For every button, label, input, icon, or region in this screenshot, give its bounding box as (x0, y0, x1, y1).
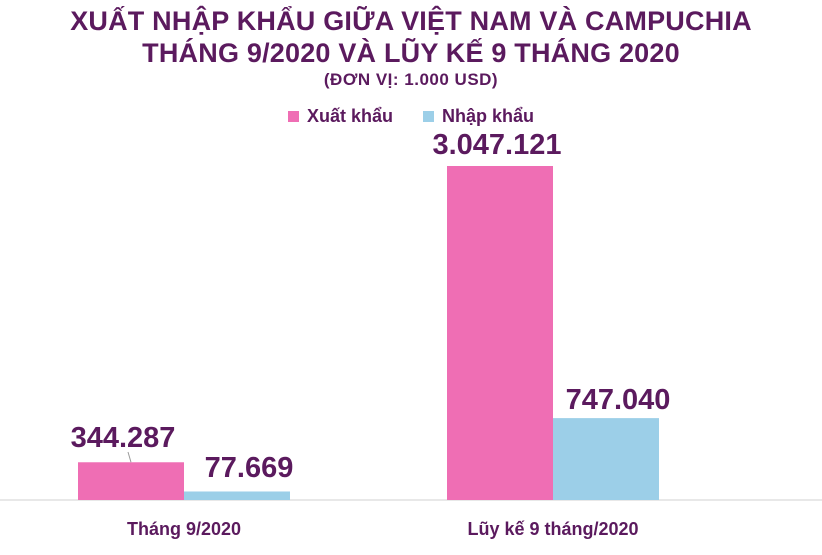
legend-swatch-export (287, 111, 299, 122)
bar-import-1 (553, 418, 659, 500)
leader-line (127, 451, 132, 463)
category-label-0: Tháng 9/2020 (127, 519, 241, 539)
legend-label-import: Nhập khẩu (442, 106, 535, 126)
data-label-import-1: 747.040 (566, 384, 671, 416)
legend-item-export: Xuất khẩu (287, 106, 393, 127)
data-label-export-0: 344.287 (71, 422, 176, 454)
bar-export-0 (78, 462, 184, 500)
legend-label-export: Xuất khẩu (306, 106, 393, 126)
chart-title: XUẤT NHẬP KHẨU GIỮA VIỆT NAM VÀ CAMPUCHI… (70, 6, 752, 36)
legend-swatch-import (423, 111, 434, 122)
data-label-import-0: 77.669 (205, 452, 294, 484)
data-label-export-1: 3.047.121 (432, 129, 561, 161)
category-label-1: Lũy kế 9 tháng/2020 (467, 519, 638, 539)
legend: Xuất khẩu Nhập khẩu (0, 106, 822, 127)
bar-export-1 (447, 166, 553, 500)
bar-import-0 (184, 491, 290, 500)
chart-subtitle: THÁNG 9/2020 VÀ LŨY KẾ 9 THÁNG 2020 (142, 38, 680, 68)
legend-item-import: Nhập khẩu (423, 106, 534, 127)
chart-unit: (ĐƠN VỊ: 1.000 USD) (323, 70, 499, 89)
